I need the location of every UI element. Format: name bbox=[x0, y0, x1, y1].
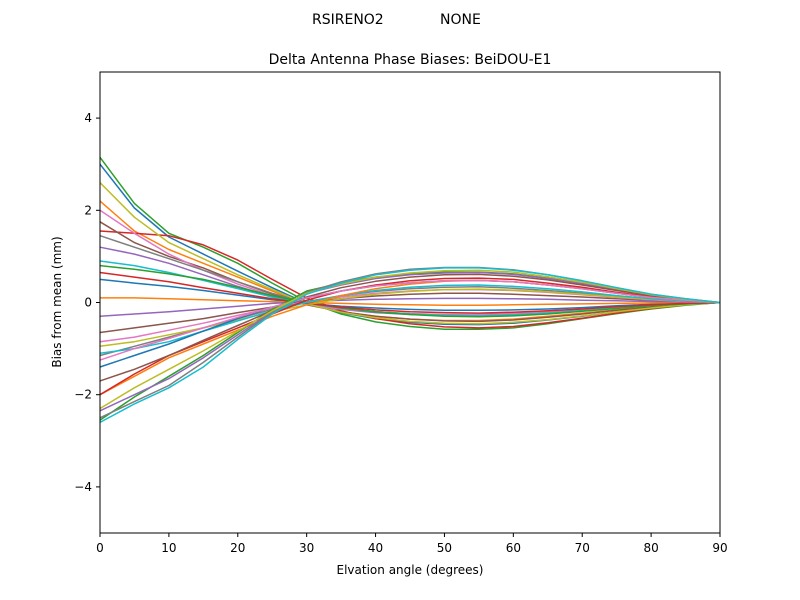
suptitle-left: RSIRENO2 bbox=[312, 12, 384, 28]
series-line-19 bbox=[99, 288, 721, 348]
series-line-30 bbox=[99, 267, 721, 424]
chart-title: Delta Antenna Phase Biases: BeiDOU-E1 bbox=[269, 52, 552, 68]
series-line-29 bbox=[99, 269, 721, 410]
series-line-14 bbox=[99, 271, 721, 314]
x-tick-label: 40 bbox=[368, 541, 383, 555]
series-line-27 bbox=[99, 279, 721, 361]
series-line-15 bbox=[99, 297, 721, 318]
series-line-16 bbox=[99, 292, 721, 334]
x-axis-label: Elvation angle (degrees) bbox=[337, 563, 484, 577]
series-line-4 bbox=[99, 230, 721, 329]
series-line-13 bbox=[99, 264, 721, 318]
suptitle-right: NONE bbox=[440, 12, 481, 28]
series-line-11 bbox=[99, 278, 721, 312]
x-tick-label: 20 bbox=[230, 541, 245, 555]
y-tick-label: 2 bbox=[84, 203, 92, 217]
y-tick-label: −4 bbox=[74, 480, 92, 494]
series-line-25 bbox=[99, 271, 721, 412]
x-tick-label: 30 bbox=[299, 541, 314, 555]
x-tick-label: 60 bbox=[506, 541, 521, 555]
x-tick-label: 10 bbox=[161, 541, 176, 555]
x-tick-label: 0 bbox=[96, 541, 104, 555]
x-tick-label: 50 bbox=[437, 541, 452, 555]
x-tick-label: 80 bbox=[643, 541, 658, 555]
x-tick-label: 90 bbox=[712, 541, 727, 555]
series-line-26 bbox=[99, 273, 721, 382]
y-tick-label: 4 bbox=[84, 111, 92, 125]
series-line-9 bbox=[99, 182, 721, 325]
y-axis-ticks: −4 −2 0 2 4 bbox=[74, 111, 100, 494]
plot-frame bbox=[99, 71, 721, 534]
y-tick-label: −2 bbox=[74, 388, 92, 402]
series-group bbox=[99, 156, 721, 424]
series-line-6 bbox=[99, 221, 721, 323]
x-axis-ticks: 0 10 20 30 40 50 60 70 80 90 bbox=[96, 533, 728, 555]
x-tick-label: 70 bbox=[575, 541, 590, 555]
series-line-24 bbox=[99, 277, 721, 396]
y-tick-label: 0 bbox=[84, 296, 92, 310]
y-axis-label: Bias from mean (mm) bbox=[50, 236, 64, 367]
series-line-12 bbox=[100, 297, 720, 307]
